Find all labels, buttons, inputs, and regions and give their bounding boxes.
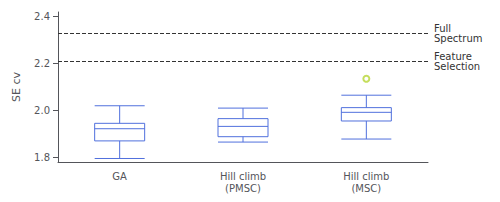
svg-text:Hill climb: Hill climb: [343, 171, 389, 182]
svg-text:Hill climb: Hill climb: [220, 171, 266, 182]
svg-text:Selection: Selection: [434, 61, 480, 72]
svg-text:(PMSC): (PMSC): [225, 183, 261, 194]
svg-text:SE cv: SE cv: [10, 72, 23, 102]
svg-text:(MSC): (MSC): [351, 183, 381, 194]
svg-text:2.2: 2.2: [34, 58, 50, 69]
svg-text:2.4: 2.4: [34, 11, 50, 22]
svg-text:1.8: 1.8: [34, 152, 50, 163]
svg-text:Feature: Feature: [434, 50, 472, 62]
svg-text:Full: Full: [434, 22, 452, 34]
svg-text:2.0: 2.0: [34, 105, 50, 116]
svg-text:Spectrum: Spectrum: [434, 33, 482, 44]
svg-text:GA: GA: [112, 171, 127, 182]
